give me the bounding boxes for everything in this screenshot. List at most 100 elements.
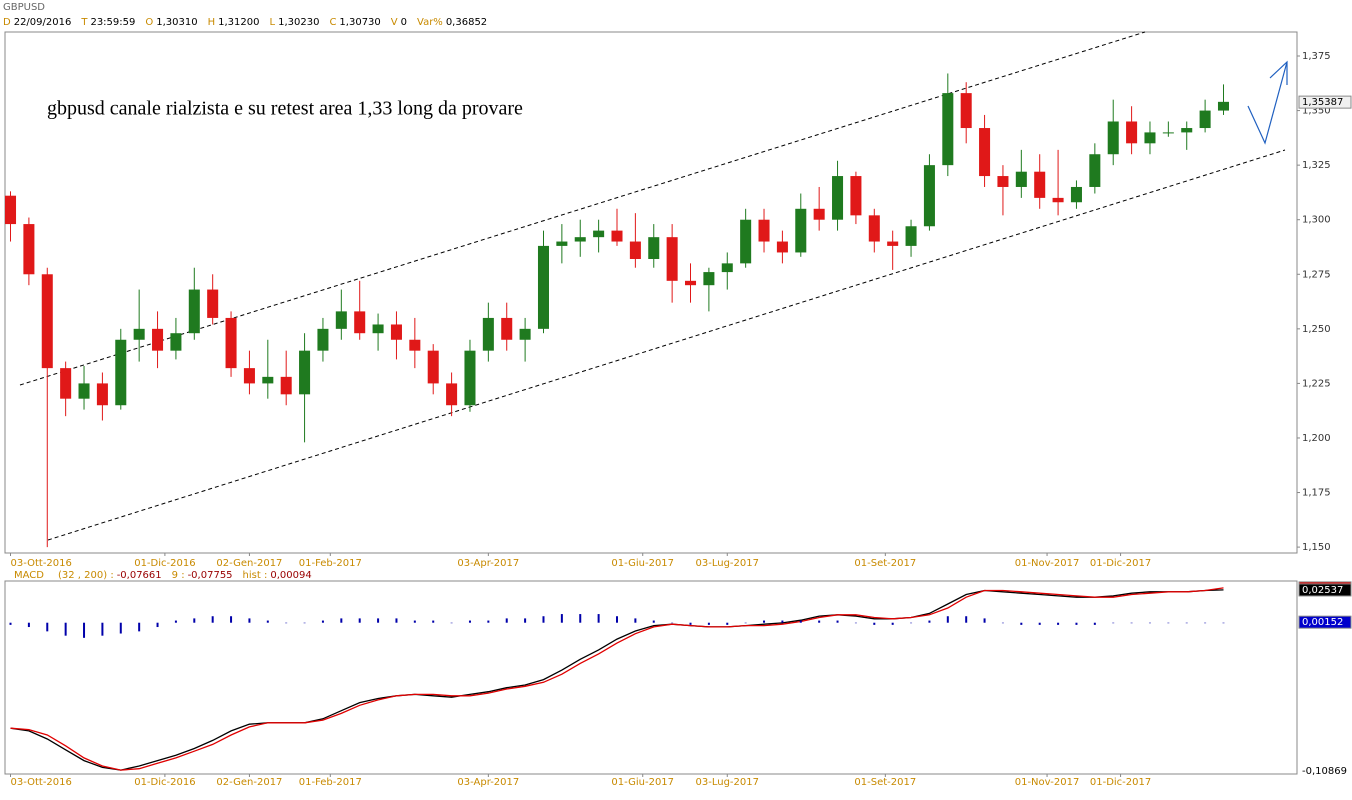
info-value: 0,36852: [446, 17, 487, 28]
hist-bar: [413, 620, 416, 623]
candle-body: [1070, 186, 1082, 203]
hist-bar: [689, 622, 692, 625]
hist-bar: [707, 622, 710, 625]
candle-body: [501, 317, 513, 340]
candle-body: [78, 383, 90, 399]
x-tick-label: 03-Apr-2017: [457, 558, 519, 569]
candle-body: [41, 274, 53, 369]
hist-bar: [340, 618, 343, 623]
candle-body: [923, 165, 935, 227]
candle-body: [1034, 171, 1046, 198]
macd-panel: [4, 580, 1298, 775]
y-tick-label: 1,325: [1302, 160, 1331, 171]
candle-body: [188, 289, 200, 334]
hist-bar: [616, 616, 618, 623]
price-marker: [1298, 95, 1352, 109]
info-key: D: [3, 17, 11, 28]
candle-body: [133, 328, 145, 340]
hist-bar: [1130, 622, 1133, 624]
candle-body: [666, 237, 678, 281]
hist-bar: [450, 622, 453, 624]
candle-body: [482, 317, 494, 351]
arrow-head: [1269, 60, 1288, 85]
x-tick-label: 03-Ott-2016: [11, 558, 72, 569]
candle-body: [1107, 121, 1119, 155]
candle-body: [887, 241, 899, 246]
x-tick-label: 01-Nov-2017: [1015, 777, 1080, 788]
annotation: gbpusd canale rialzista e su retest area…: [47, 98, 523, 120]
x-tick-label: 01-Set-2017: [854, 558, 916, 569]
hist-bar: [818, 620, 821, 623]
candle-body: [1199, 110, 1211, 129]
info-key: T: [80, 17, 88, 28]
x-tick-label: 02-Gen-2017: [216, 558, 282, 569]
candle-body: [225, 317, 237, 369]
chart-title: GBPUSD: [3, 2, 45, 13]
hist-bar: [1185, 622, 1188, 624]
hist-bar: [1075, 622, 1078, 625]
hist-bar: [983, 618, 986, 623]
candle-body: [23, 224, 35, 275]
hist-bar: [1020, 622, 1023, 625]
candle-body: [850, 176, 862, 216]
hist-bar: [64, 622, 67, 636]
candle-body: [574, 237, 586, 242]
candle-body: [997, 176, 1009, 187]
y-tick-label: 1,200: [1302, 433, 1331, 444]
candle-body: [905, 226, 917, 246]
hist-bar: [946, 616, 949, 623]
candle-body: [280, 376, 292, 395]
price-marker-label: 0,02537: [1302, 585, 1343, 596]
info-key: V: [391, 17, 398, 28]
price-marker: [1298, 615, 1352, 629]
price-marker-label: 1,35387: [1302, 97, 1343, 108]
info-value: 23:59:59: [90, 17, 135, 28]
candle-body: [1052, 197, 1064, 203]
hist-bar: [1001, 622, 1004, 624]
hist-bar: [928, 620, 931, 623]
candle-body: [537, 245, 549, 329]
candle-body: [942, 93, 954, 166]
hist-bar: [174, 620, 177, 623]
hist-bar: [193, 618, 196, 623]
candle-body: [776, 241, 788, 253]
macd-line: [10, 589, 1224, 771]
hist-bar: [27, 622, 30, 628]
hist-bar: [560, 614, 563, 623]
info-key: H: [208, 17, 216, 28]
x-tick-label: 01-Feb-2017: [299, 558, 362, 569]
info-value: 0,00094: [270, 570, 311, 581]
info-value: 22/09/2016: [14, 17, 72, 28]
indicator-title: MACD: [14, 570, 44, 581]
candle-body: [335, 311, 347, 329]
hist-bar: [248, 618, 251, 623]
candle-body: [262, 376, 274, 384]
forecast-arrow: [1247, 61, 1288, 145]
price-marker-label: 0,00152: [1302, 617, 1343, 628]
info-value: -0,07755: [188, 570, 233, 581]
candle-body: [629, 241, 641, 259]
candle-body: [758, 219, 770, 242]
candle-body: [611, 230, 623, 242]
candle-body: [703, 272, 715, 286]
candle-body: [979, 128, 991, 177]
candle-body: [1126, 121, 1138, 144]
info-value: 1,30730: [339, 17, 380, 28]
x-tick-label: 01-Dic-2017: [1090, 777, 1151, 788]
candle-body: [519, 328, 531, 340]
info-value: 1,30310: [156, 17, 197, 28]
y-tick-label: 1,375: [1302, 51, 1331, 62]
candle-body: [960, 93, 972, 129]
info-value: 0: [401, 17, 407, 28]
info-key: hist :: [243, 570, 268, 581]
hist-bar: [1112, 622, 1115, 624]
candle-body: [593, 230, 605, 238]
x-tick-label: 03-Lug-2017: [696, 558, 759, 569]
x-tick-label: 01-Nov-2017: [1015, 558, 1080, 569]
candle-body: [317, 328, 329, 351]
candle-body: [1162, 132, 1174, 134]
y-tick-label: 1,175: [1302, 488, 1331, 499]
hist-bar: [303, 622, 306, 624]
x-tick-label: 03-Ott-2016: [11, 777, 72, 788]
candle-body: [427, 350, 439, 384]
